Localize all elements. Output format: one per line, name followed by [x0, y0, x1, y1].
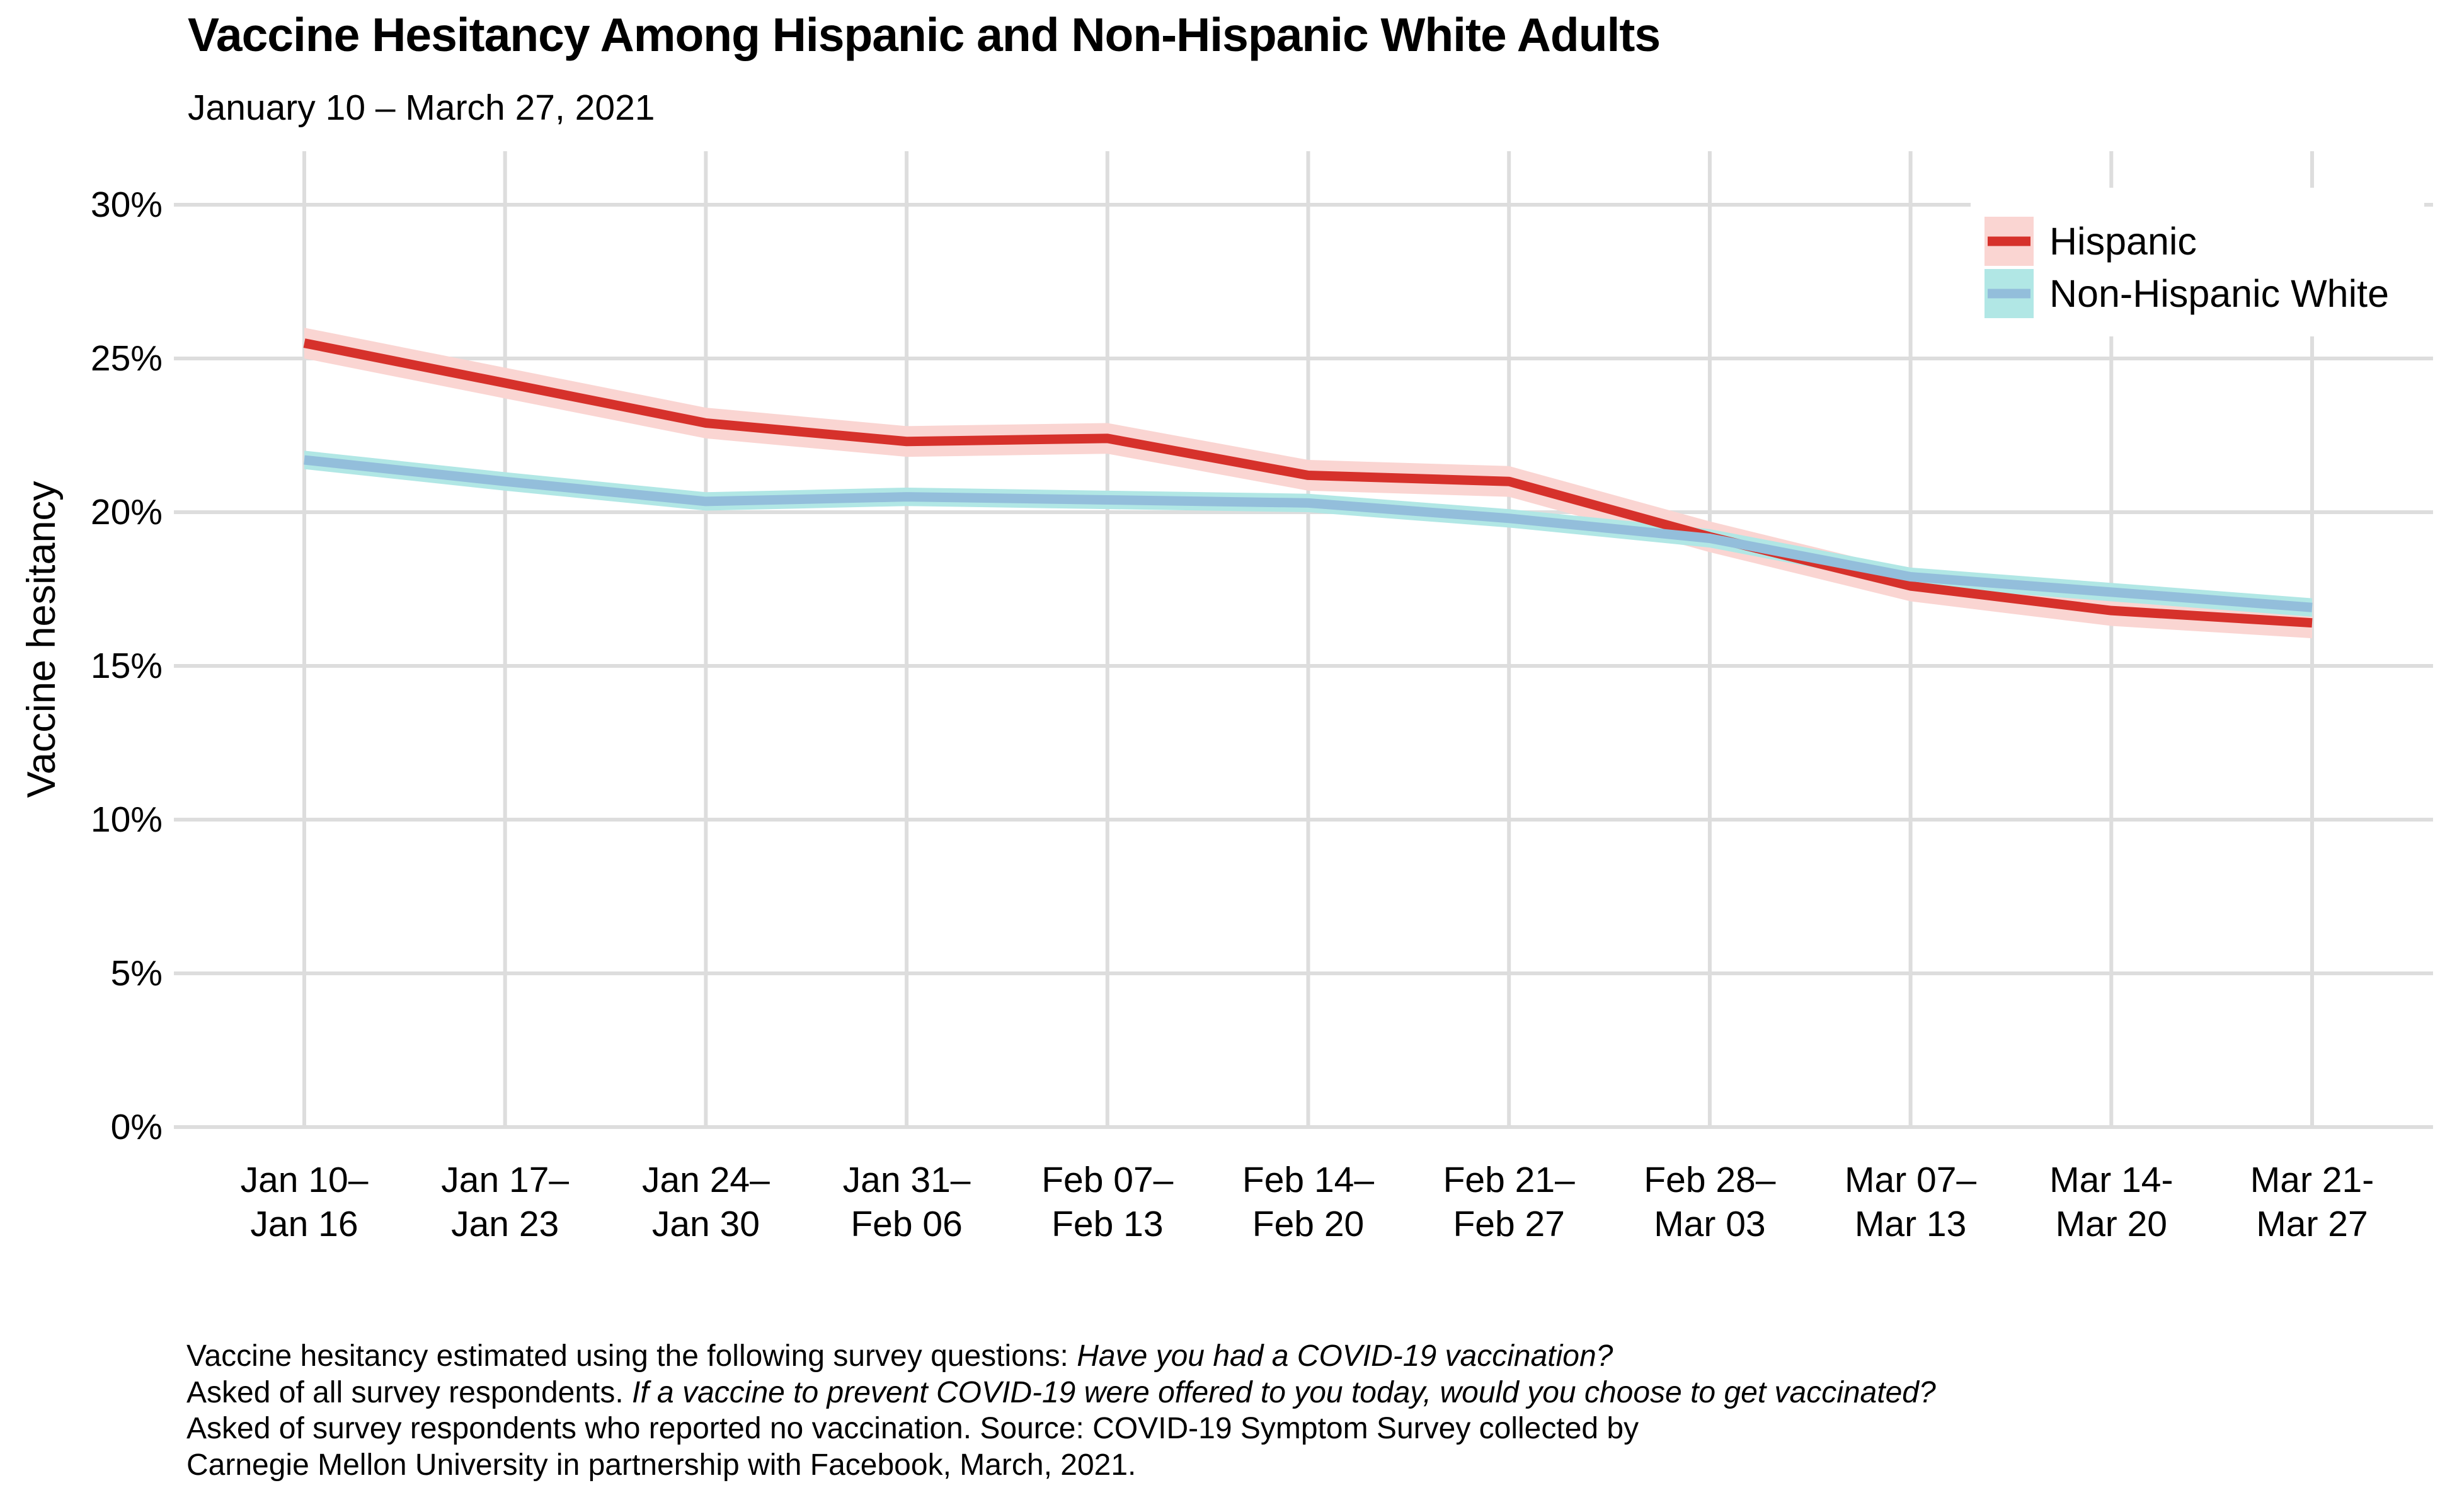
x-tick-label-line: Mar 03: [1654, 1204, 1766, 1244]
x-tick-label: Jan 31– Feb 06: [806, 1158, 1007, 1246]
x-tick-label-line: Jan 31–: [842, 1160, 971, 1200]
x-tick-label-line: Jan 16: [250, 1204, 358, 1244]
y-tick-label: 15%: [90, 646, 163, 686]
x-tick-label: Mar 14- Mar 20: [2010, 1158, 2212, 1246]
caption: Vaccine hesitancy estimated using the fo…: [186, 1338, 1936, 1483]
legend: Hispanic Non-Hispanic White: [1971, 188, 2424, 336]
x-tick-label: Feb 28– Mar 03: [1609, 1158, 1811, 1246]
x-tick-label-line: Mar 07–: [1845, 1160, 1977, 1200]
x-tick-label-line: Feb 14–: [1242, 1160, 1375, 1200]
series-line: [303, 338, 2313, 628]
x-tick-label-line: Feb 20: [1252, 1204, 1365, 1244]
caption-line: Carnegie Mellon University in partnershi…: [186, 1447, 1936, 1484]
caption-segment: Carnegie Mellon University in partnershi…: [186, 1448, 1137, 1482]
x-tick-label-line: Feb 28–: [1644, 1160, 1776, 1200]
caption-segment: Asked of survey respondents who reported…: [186, 1412, 1639, 1445]
caption-segment-italic: If a vaccine to prevent COVID-19 were of…: [632, 1375, 1936, 1409]
y-tick-label: 30%: [90, 185, 163, 225]
caption-segment: Asked of all survey respondents.: [186, 1375, 633, 1409]
x-tick-label-line: Mar 20: [2055, 1204, 2167, 1244]
legend-key-non-hispanic-white-icon: [1984, 269, 2034, 318]
legend-key-hispanic-icon: [1984, 217, 2034, 266]
x-tick-label-line: Mar 27: [2256, 1204, 2368, 1244]
legend-item-hispanic: Hispanic: [1971, 217, 2424, 266]
x-tick-label-line: Jan 30: [651, 1204, 760, 1244]
legend-label-non-hispanic-white: Non-Hispanic White: [2049, 272, 2390, 315]
legend-key-hispanic-line-icon: [1988, 236, 2030, 246]
x-tick-label-line: Mar 21-: [2250, 1160, 2374, 1200]
x-tick-label: Mar 07– Mar 13: [1810, 1158, 2012, 1246]
x-tick-label: Mar 21- Mar 27: [2211, 1158, 2413, 1246]
x-tick-label-line: Jan 23: [451, 1204, 559, 1244]
chart-title: Vaccine Hesitancy Among Hispanic and Non…: [188, 8, 1661, 61]
x-tick-label-line: Feb 13: [1051, 1204, 1164, 1244]
x-tick-label: Jan 10– Jan 16: [203, 1158, 405, 1246]
x-tick-label-line: Jan 10–: [240, 1160, 369, 1200]
x-tick-label-line: Feb 07–: [1041, 1160, 1174, 1200]
x-tick-label: Jan 17– Jan 23: [404, 1158, 606, 1246]
series-line: [304, 455, 2313, 612]
y-tick-label: 10%: [90, 799, 163, 840]
confidence-band: [304, 450, 2312, 617]
x-tick-label-line: Mar 13: [1854, 1204, 1967, 1244]
caption-segment-italic: Have you had a COVID-19 vaccination?: [1077, 1339, 1613, 1373]
caption-line: Asked of all survey respondents. If a va…: [186, 1375, 1936, 1411]
y-tick-label: 25%: [90, 338, 163, 379]
y-tick-label: 5%: [110, 953, 163, 994]
caption-line: Vaccine hesitancy estimated using the fo…: [186, 1338, 1936, 1375]
legend-key-non-hispanic-white-line-icon: [1988, 289, 2030, 299]
x-tick-label: Feb 21– Feb 27: [1408, 1158, 1610, 1246]
caption-line: Asked of survey respondents who reported…: [186, 1411, 1936, 1447]
legend-item-non-hispanic-white: Non-Hispanic White: [1971, 269, 2424, 318]
x-tick-label-line: Feb 06: [850, 1204, 963, 1244]
x-tick-label-line: Feb 21–: [1443, 1160, 1575, 1200]
x-tick-label-line: Jan 17–: [441, 1160, 570, 1200]
chart-subtitle: January 10 – March 27, 2021: [188, 88, 655, 128]
caption-segment: Vaccine hesitancy estimated using the fo…: [186, 1339, 1077, 1373]
x-tick-label-line: Feb 27: [1453, 1204, 1565, 1244]
legend-label-hispanic: Hispanic: [2049, 220, 2197, 263]
x-tick-label: Feb 14– Feb 20: [1208, 1158, 1409, 1246]
x-tick-label-line: Mar 14-: [2049, 1160, 2174, 1200]
y-tick-label: 20%: [90, 492, 163, 532]
y-tick-label: 0%: [110, 1107, 163, 1147]
x-tick-label-line: Jan 24–: [641, 1160, 770, 1200]
x-tick-label: Jan 24– Jan 30: [605, 1158, 806, 1246]
x-tick-label: Feb 07– Feb 13: [1007, 1158, 1208, 1246]
